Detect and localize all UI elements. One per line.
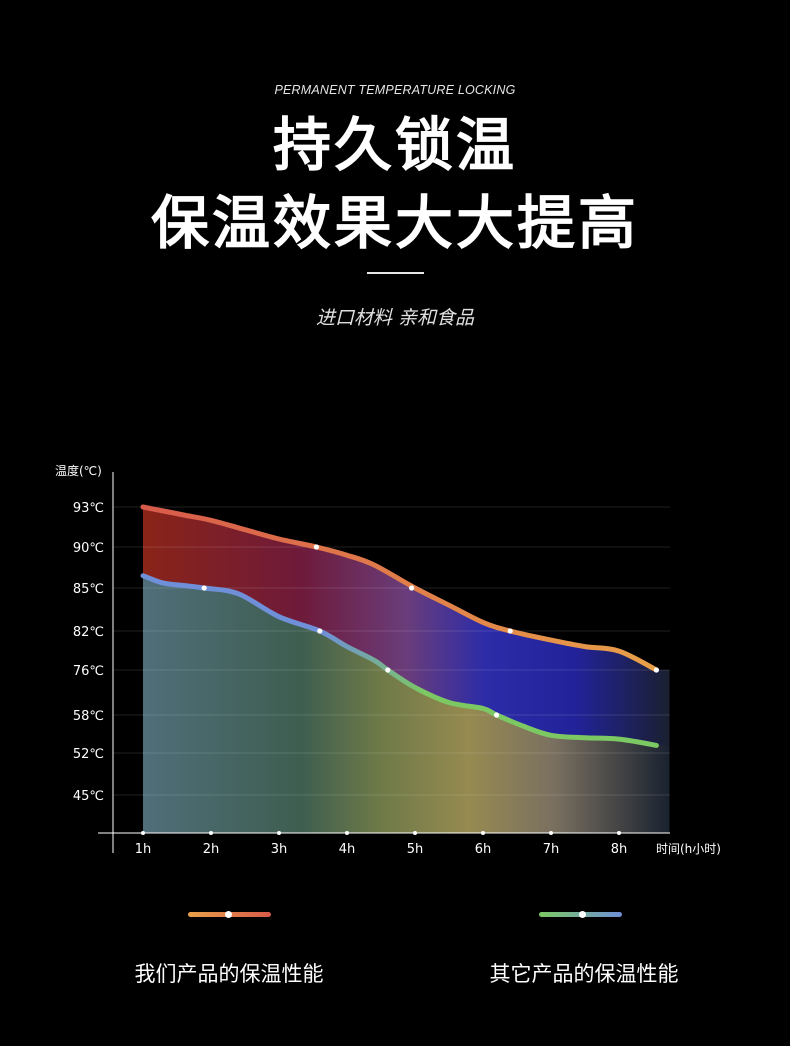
x-tick-label: 6h [475, 842, 492, 857]
y-tick-label: 90℃ [73, 541, 104, 556]
legend-dot-ours [225, 911, 232, 918]
data-point-theirs [385, 667, 391, 673]
x-tick-label: 7h [543, 842, 560, 857]
y-tick-label: 52℃ [73, 747, 104, 762]
temperature-chart: 93℃ 90℃ 85℃ 82℃ 76℃ 58℃ 52℃ 45℃ 温度(℃) 1h 2h 3h 4h 5h 6… [55, 463, 721, 857]
headline-line2: 保温效果大大提高 [150, 189, 639, 257]
x-tick-dot [345, 831, 349, 835]
data-point-ours [653, 667, 660, 673]
x-tick-dot [277, 831, 281, 835]
data-point-theirs [201, 585, 207, 591]
legend-label-ours: 我们产品的保温性能 [134, 962, 324, 986]
x-tick-label: 1h [135, 842, 152, 857]
x-tick-label: 4h [339, 842, 356, 857]
x-tick-label: 5h [407, 842, 424, 857]
subtitle: 进口材料 亲和食品 [315, 307, 475, 329]
x-axis-label: 时间(h小时) [656, 842, 721, 856]
x-tick-dot [209, 831, 213, 835]
y-tick-label: 93℃ [73, 501, 104, 516]
x-tick-dot [141, 831, 145, 835]
y-tick-label: 58℃ [73, 709, 104, 724]
data-point-ours [409, 585, 415, 591]
data-point-ours [507, 628, 513, 634]
data-point-theirs [317, 628, 323, 634]
y-tick-label: 85℃ [73, 582, 104, 597]
x-tick-label: 8h [611, 842, 628, 857]
x-tick-dot [481, 831, 485, 835]
x-tick-label: 2h [203, 842, 220, 857]
series-ours-line [140, 504, 659, 673]
y-tick-label: 45℃ [73, 789, 104, 804]
x-tick-dot [413, 831, 417, 835]
data-point-ours [313, 544, 319, 550]
x-tick-dot [617, 831, 621, 835]
legend-label-theirs: 其它产品的保温性能 [489, 962, 679, 986]
y-axis-label: 温度(℃) [55, 463, 102, 478]
headline-line1: 持久锁温 [272, 111, 517, 179]
x-tick-label: 3h [271, 842, 288, 857]
y-tick-label: 76℃ [73, 664, 104, 679]
series-theirs-area [143, 575, 670, 833]
divider [367, 272, 424, 274]
legend-dot-theirs [579, 911, 586, 918]
data-point-theirs [494, 712, 500, 718]
y-tick-label: 82℃ [73, 625, 104, 640]
x-tick-dot [549, 831, 553, 835]
eyebrow-text: PERMANENT TEMPERATURE LOCKING [274, 83, 516, 97]
